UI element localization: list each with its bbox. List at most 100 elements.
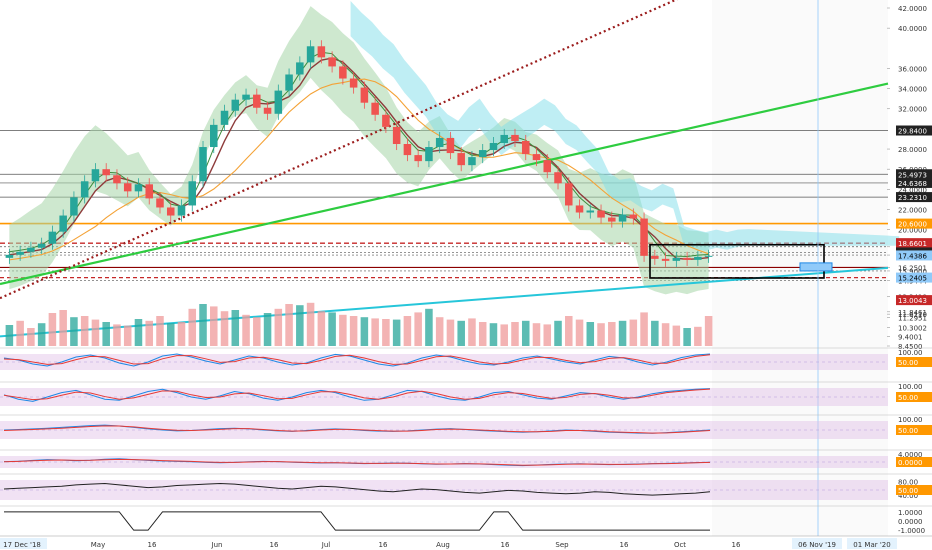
volume-bar [597,323,605,346]
oscillator-series [3,354,711,365]
volume-bar [317,311,326,346]
candle-body [392,126,401,145]
volume-bar [511,322,519,346]
volume-bar [113,324,121,346]
candle-body [629,214,638,219]
x-tick-label: Jul [321,541,331,549]
volume-bar [435,317,444,346]
volume-bar [199,304,207,346]
volume-bar [608,322,616,346]
candle-body [694,256,702,260]
price-label-box [896,125,932,136]
candle-body [554,172,562,184]
price-label-text: 13.0043 [898,297,927,305]
candle-body [220,110,229,125]
y-tick-label: 15.9000 [898,268,927,276]
candle-body [586,210,595,213]
price-label-text: 23.2310 [898,194,927,202]
candle-body [210,124,218,148]
candle-body [328,57,336,67]
candle-body [565,183,573,206]
x-tick-label: Jun [211,541,223,549]
oscillator-value: 50.00 [898,359,918,367]
y-tick-label: 8.4500 [898,343,923,351]
candle-body [48,231,57,244]
oscillator-value: 50.00 [898,427,918,435]
candle-body [651,255,659,259]
price-label-text: 15.2405 [898,275,927,283]
volume-bar [328,312,336,346]
candle-body [360,87,369,103]
volume-bar [70,317,78,346]
x-tick-label: 06 Nov '19 [798,541,836,549]
volume-bar [253,317,261,346]
oscillator-value-box [896,392,932,402]
candle-body [511,134,519,141]
volume-bar [102,322,110,346]
price-label-box [896,169,932,180]
x-tick-label: Aug [436,541,450,549]
candle-body [37,243,46,248]
y-tick-label: 40.0000 [898,25,927,33]
volume-bar [478,322,487,346]
y-tick-label: 10.3002 [898,324,927,332]
oscillator-series [3,458,711,466]
volume-bar [16,320,24,346]
volume-bar [177,322,186,346]
candle-body [371,102,379,115]
oscillator-tick: 80.00 [898,478,918,486]
candle-body [177,205,186,216]
x-tick-label: Oct [674,541,686,549]
volume-bar [59,310,67,346]
candle-body [403,144,412,156]
oscillator-value-box [896,425,932,435]
volume-bar [123,325,132,346]
x-tick-label: 16 [148,541,157,549]
volume-bar [683,328,691,346]
x-tick-label: 16 [379,541,388,549]
x-tick-label: Sep [555,541,569,549]
volume-bar [5,325,14,346]
volume-bar [661,323,670,346]
candle-body [102,169,110,176]
price-label-box [896,272,932,283]
volume-bar [565,316,573,346]
oscillator-series [3,425,711,434]
candle-body [543,160,552,173]
price-label-box [896,177,932,188]
trendline-dotted [0,0,679,300]
candle-body [608,217,616,222]
price-label-text: 25.4973 [898,171,927,179]
candle-body [5,254,14,258]
candle-body [145,184,153,199]
oscillator-value-box [896,457,932,467]
candle-body [478,150,487,158]
volume-bar [403,316,412,346]
candle-body [457,153,465,166]
volume-bar [694,326,702,346]
oscillator-value-box [896,485,932,495]
candle-body [242,94,250,100]
volume-bar [489,323,498,346]
volume-bar [618,320,627,346]
candle-body [349,78,358,88]
x-tick-highlight [792,538,842,549]
x-tick-label: 16 [732,541,741,549]
volume-bar [27,328,35,346]
price-label-text: 24.6368 [898,180,927,188]
x-tick-label: 16 [620,541,629,549]
price-label-text: 17.4386 [898,252,927,260]
oscillator-value-box [896,357,932,367]
volume-bar [274,308,283,346]
volume-bar [500,324,508,346]
oscillator-series [4,511,710,531]
volume-bar [210,306,218,346]
ichimoku-cloud-blue [350,0,900,251]
volume-bar [242,314,250,346]
x-tick-highlight [847,538,897,549]
volume-bar [349,316,358,346]
volume-bar [220,311,229,346]
candle-body [134,184,143,192]
volume-bar [306,302,315,346]
